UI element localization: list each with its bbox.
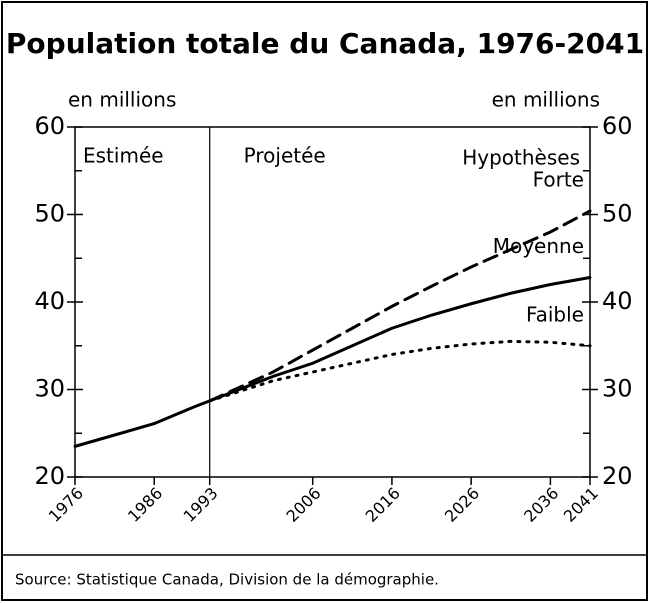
- series-line: [73, 399, 212, 448]
- x-tick-label: 2036: [520, 484, 562, 526]
- chart-title: Population totale du Canada, 1976-2041: [6, 27, 644, 60]
- x-tick-label: 2006: [282, 484, 324, 526]
- y2-tick-label: 20: [602, 462, 633, 490]
- series-label: Forte: [533, 168, 584, 192]
- y-tick-label: 60: [34, 112, 65, 140]
- y-tick-label: 20: [34, 462, 65, 490]
- y2-axis-label: en millions: [492, 88, 600, 112]
- x-tick-label: 1986: [124, 484, 166, 526]
- series-label: Moyenne: [493, 234, 584, 258]
- x-tick-label: 2026: [441, 484, 483, 526]
- x-tick-label: 1993: [179, 484, 221, 526]
- x-tick-label: 2016: [362, 484, 404, 526]
- y2-tick-label: 30: [602, 375, 633, 403]
- y2-tick-label: 60: [602, 112, 633, 140]
- annotation: Hypothèses: [462, 146, 580, 170]
- annotation: Projetée: [244, 144, 326, 168]
- series-line: [208, 276, 592, 403]
- y-tick-label: 30: [34, 375, 65, 403]
- source: Source: Statistique Canada, Division de …: [15, 571, 439, 589]
- y2-tick-label: 50: [602, 200, 633, 228]
- y-tick-label: 40: [34, 287, 65, 315]
- series-line: [208, 209, 592, 403]
- series-line: [208, 339, 592, 403]
- y-tick-label: 50: [34, 200, 65, 228]
- y-axis-label: en millions: [68, 88, 176, 112]
- y2-tick-label: 40: [602, 287, 633, 315]
- x-tick-label: 2041: [560, 484, 602, 526]
- series-label: Faible: [526, 302, 584, 326]
- series-label: Estimée: [83, 144, 164, 168]
